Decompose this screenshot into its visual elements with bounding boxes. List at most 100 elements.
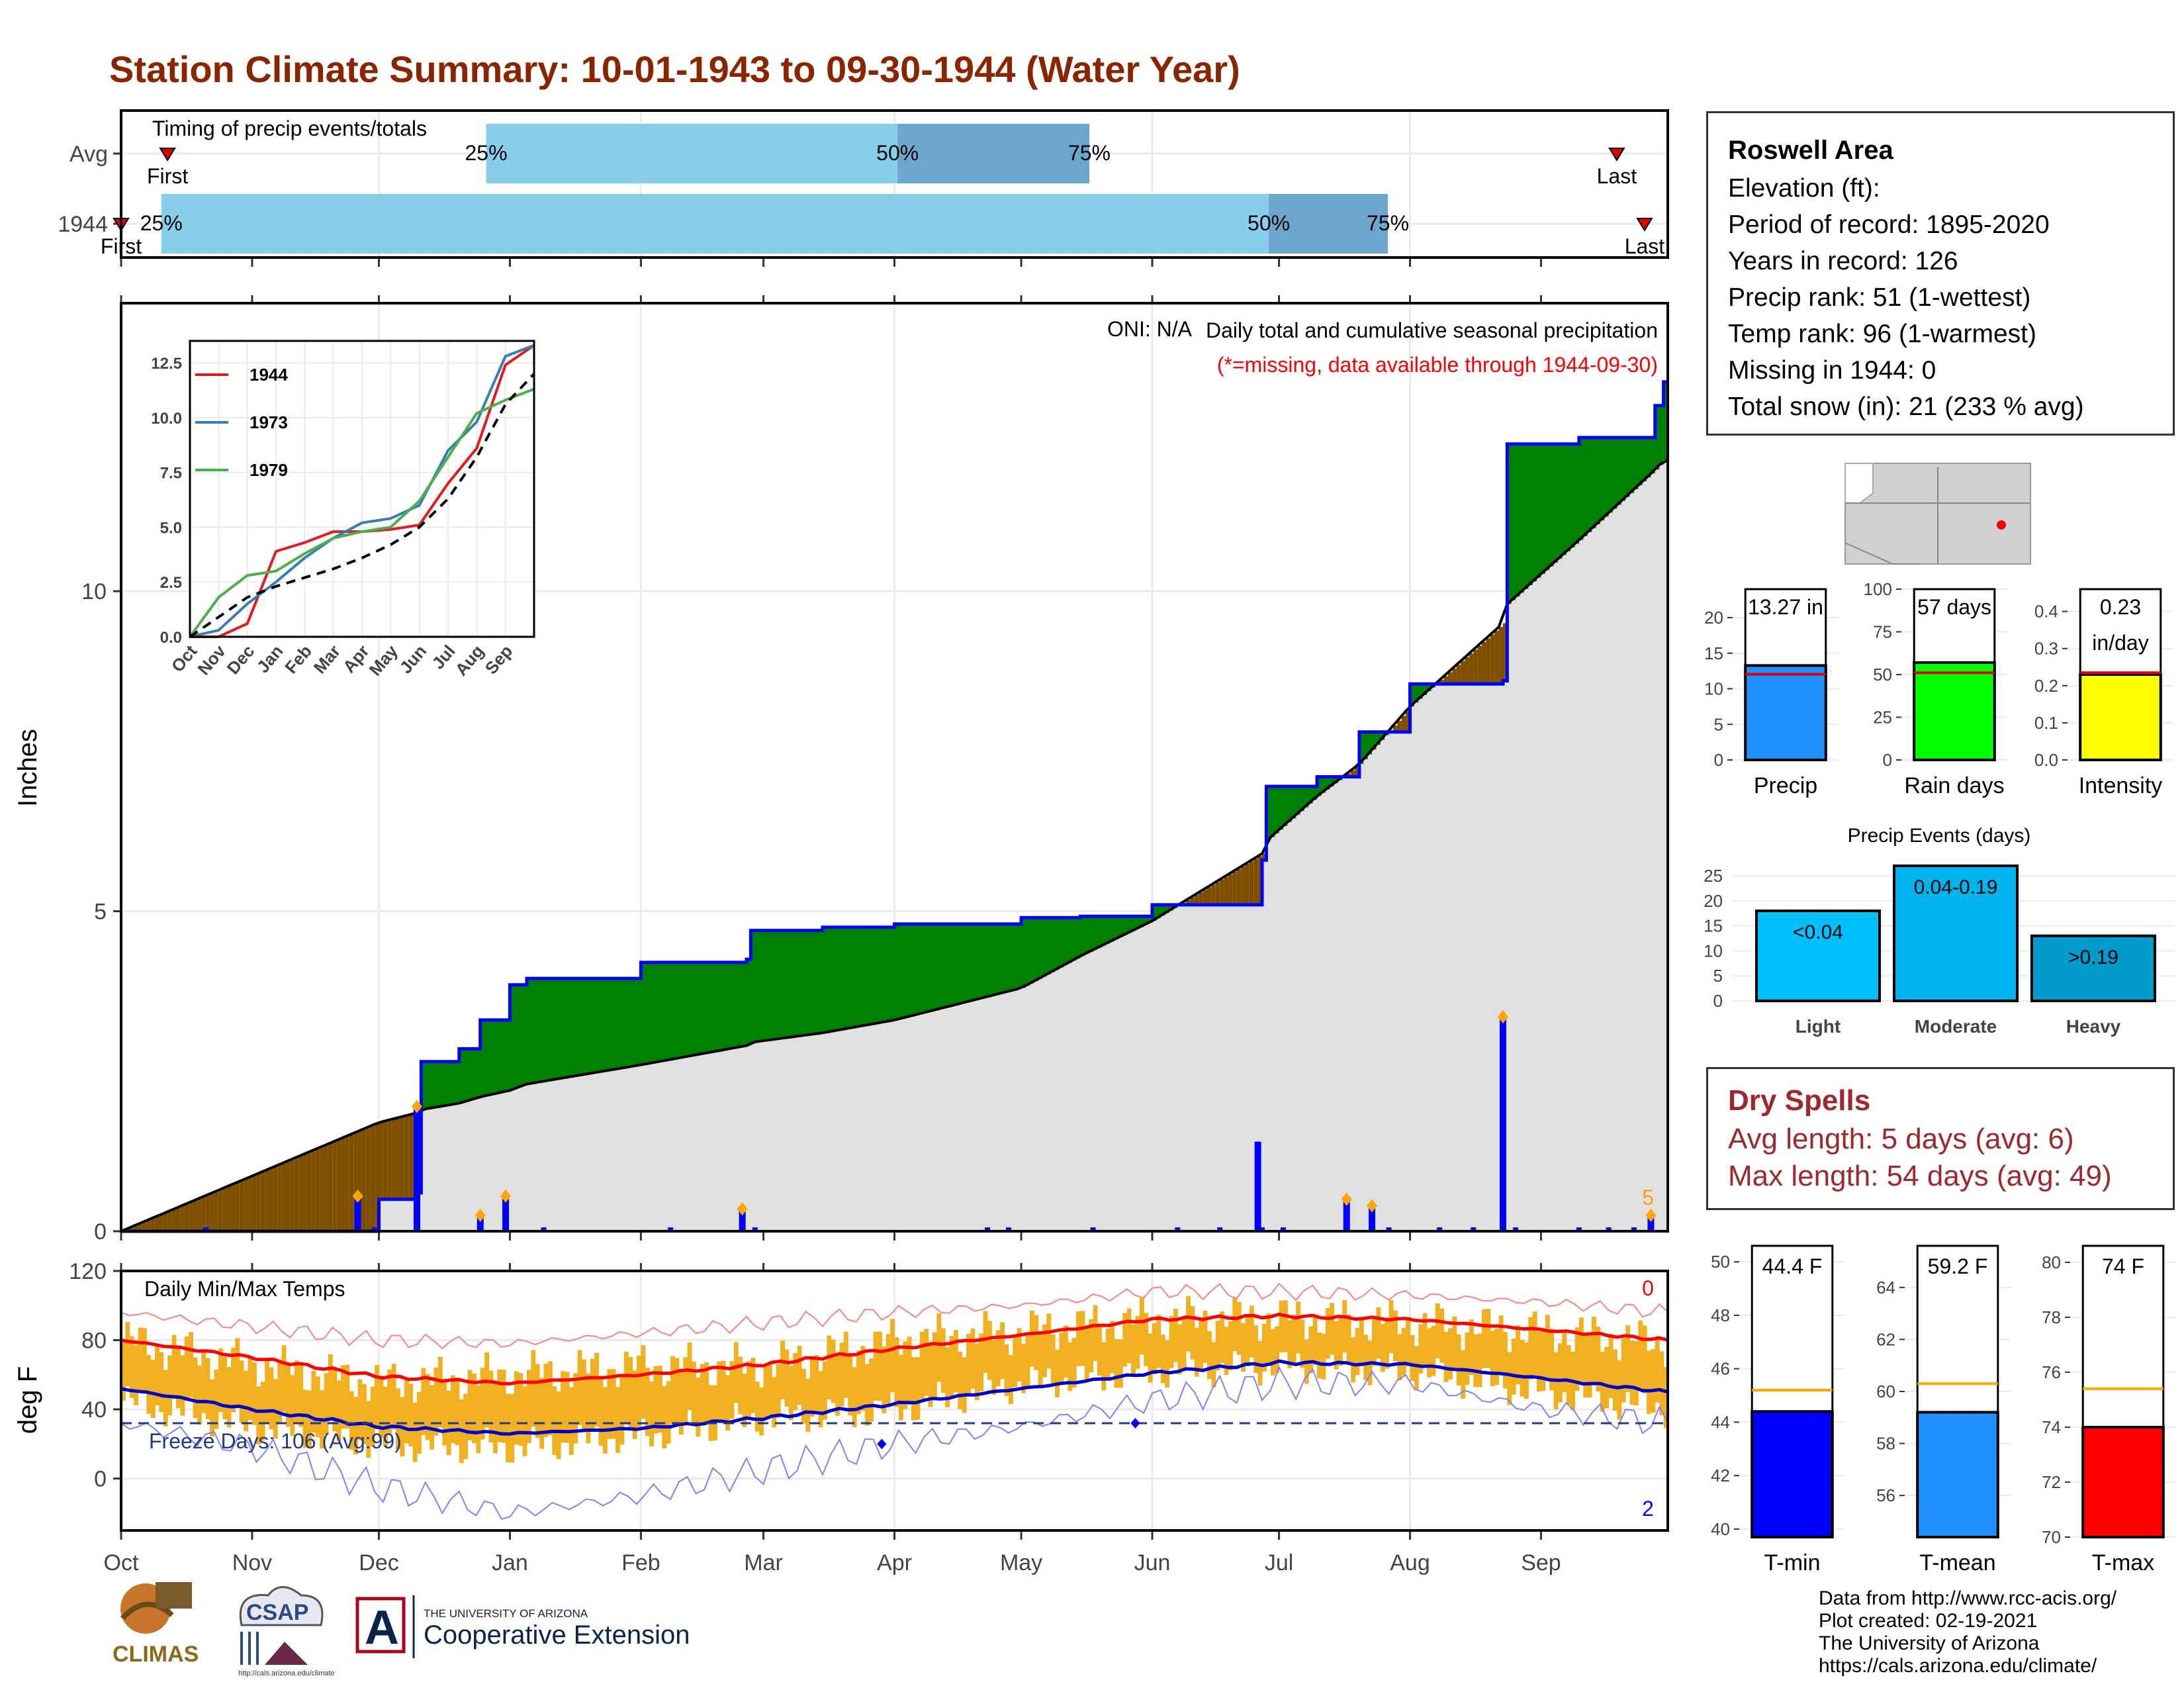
normal-cumulative-fill — [1257, 856, 1263, 1231]
daily-temp-range-bar — [1097, 1323, 1102, 1376]
normal-cumulative-fill — [1038, 978, 1043, 1231]
normal-cumulative-fill — [1025, 986, 1030, 1231]
normal-cumulative-fill — [1059, 967, 1064, 1231]
below-average-fill — [1443, 676, 1449, 684]
below-average-fill — [375, 1124, 380, 1231]
above-average-fill — [696, 962, 701, 1055]
above-average-fill — [476, 1049, 481, 1098]
below-average-fill — [1392, 726, 1398, 732]
normal-cumulative-fill — [717, 1051, 722, 1231]
above-average-fill — [873, 927, 878, 1024]
normal-cumulative-fill — [780, 1038, 786, 1231]
above-average-fill — [860, 927, 866, 1027]
daily-temp-range-bar — [1173, 1309, 1178, 1362]
intensity-value-label: 0.23 — [2100, 595, 2141, 619]
daily-temp-range-bar — [1502, 1332, 1508, 1389]
below-average-fill — [1224, 876, 1229, 905]
daily-temp-range-bar — [1046, 1313, 1052, 1369]
oni-label: ONI: N/A — [1107, 317, 1193, 341]
daily-temp-range-bar — [602, 1387, 608, 1454]
daily-precip-bar — [1499, 1017, 1506, 1231]
below-average-fill — [226, 1186, 232, 1231]
precip-events-value-label: >0.19 — [2068, 947, 2118, 968]
normal-cumulative-fill — [484, 1096, 490, 1231]
normal-cumulative-fill — [480, 1096, 485, 1231]
normal-cumulative-fill — [1089, 951, 1094, 1231]
normal-cumulative-fill — [1169, 910, 1174, 1231]
daily-temp-range-bar — [1465, 1332, 1470, 1385]
snow-event-marker — [1367, 1199, 1378, 1213]
light-precip-bar — [1217, 1227, 1223, 1231]
daily-temp-range-bar — [864, 1364, 870, 1426]
normal-cumulative-fill — [1549, 566, 1555, 1231]
above-average-fill — [581, 978, 586, 1075]
above-average-fill — [565, 978, 570, 1078]
normal-cumulative-fill — [1612, 508, 1617, 1231]
normal-cumulative-fill — [1629, 492, 1635, 1231]
precip-events-bar-light — [1755, 910, 1881, 1002]
above-average-fill — [598, 978, 604, 1072]
daily-temp-range-bar — [425, 1374, 430, 1440]
above-average-fill — [539, 978, 545, 1082]
daily-temp-range-bar — [535, 1364, 540, 1438]
below-average-fill — [142, 1222, 147, 1231]
daily-temp-range-bar — [700, 1364, 705, 1426]
info-years: Years in record: 126 — [1728, 247, 1958, 275]
above-average-fill — [801, 930, 807, 1036]
daily-temp-range-bar — [1063, 1325, 1068, 1378]
normal-cumulative-fill — [1152, 921, 1157, 1231]
dry-spells-box: Dry Spells Avg length: 5 days (avg: 6) M… — [1706, 1067, 2175, 1210]
daily-temp-range-bar — [277, 1360, 283, 1424]
tmax-ytick-label: 70 — [2042, 1527, 2061, 1547]
normal-cumulative-fill — [1300, 811, 1305, 1231]
above-average-fill — [1528, 444, 1533, 586]
normal-cumulative-fill — [1431, 687, 1436, 1231]
daily-temp-range-bar — [747, 1361, 751, 1417]
timing-row-label: 1944 — [58, 212, 108, 237]
daily-temp-range-bar — [1456, 1334, 1461, 1385]
precip-panel: 0 5 10 ONI: N/A Daily total and cumulative s… — [13, 295, 1669, 1244]
daily-temp-range-bar — [1625, 1325, 1631, 1392]
below-average-fill — [1249, 861, 1254, 905]
normal-cumulative-fill — [932, 1010, 937, 1231]
above-average-fill — [797, 930, 802, 1037]
normal-cumulative-fill — [793, 1037, 798, 1231]
normal-cumulative-fill — [1287, 821, 1293, 1231]
normal-cumulative-fill — [738, 1047, 743, 1231]
intensity-category-label: Intensity — [2079, 773, 2163, 798]
daily-temp-range-bar — [995, 1330, 1001, 1386]
below-average-fill — [408, 1115, 414, 1199]
temp-panel: 0 40 80 120 Daily Min/Max Temps Freeze Days: … — [13, 1259, 1796, 1540]
above-average-fill — [590, 978, 595, 1074]
snow-event-marker — [737, 1202, 748, 1216]
daily-temp-range-bar — [379, 1376, 384, 1438]
normal-cumulative-fill — [814, 1033, 819, 1231]
above-average-fill — [780, 930, 786, 1039]
below-average-fill — [197, 1199, 202, 1231]
daily-temp-range-bar — [1076, 1311, 1081, 1366]
precip-events-bar-heavy — [2030, 934, 2156, 1003]
daily-temp-range-bar — [886, 1334, 891, 1404]
normal-cumulative-fill — [535, 1082, 540, 1231]
below-average-fill — [214, 1192, 219, 1231]
daily-temp-range-bar — [729, 1361, 735, 1419]
below-average-fill — [1456, 665, 1461, 684]
normal-cumulative-fill — [1110, 941, 1115, 1231]
normal-cumulative-fill — [1346, 773, 1351, 1231]
normal-cumulative-fill — [1215, 882, 1220, 1231]
below-average-fill — [302, 1154, 308, 1231]
last-event-marker — [1636, 218, 1653, 232]
daily-temp-range-bar — [987, 1321, 992, 1380]
daily-temp-range-bar — [1181, 1317, 1187, 1369]
record-min-line — [120, 1366, 1668, 1520]
above-average-fill — [514, 984, 519, 1089]
tmax-category-label: T-max — [2092, 1550, 2154, 1575]
normal-cumulative-fill — [1625, 496, 1631, 1231]
normal-cumulative-fill — [1486, 638, 1491, 1231]
month-label: Oct — [104, 1550, 139, 1575]
daily-temp-range-bar — [818, 1371, 823, 1427]
above-average-fill — [1651, 438, 1656, 474]
normal-cumulative-fill — [1148, 923, 1153, 1231]
normal-cumulative-fill — [919, 1013, 925, 1231]
ua-block — [355, 1597, 406, 1654]
